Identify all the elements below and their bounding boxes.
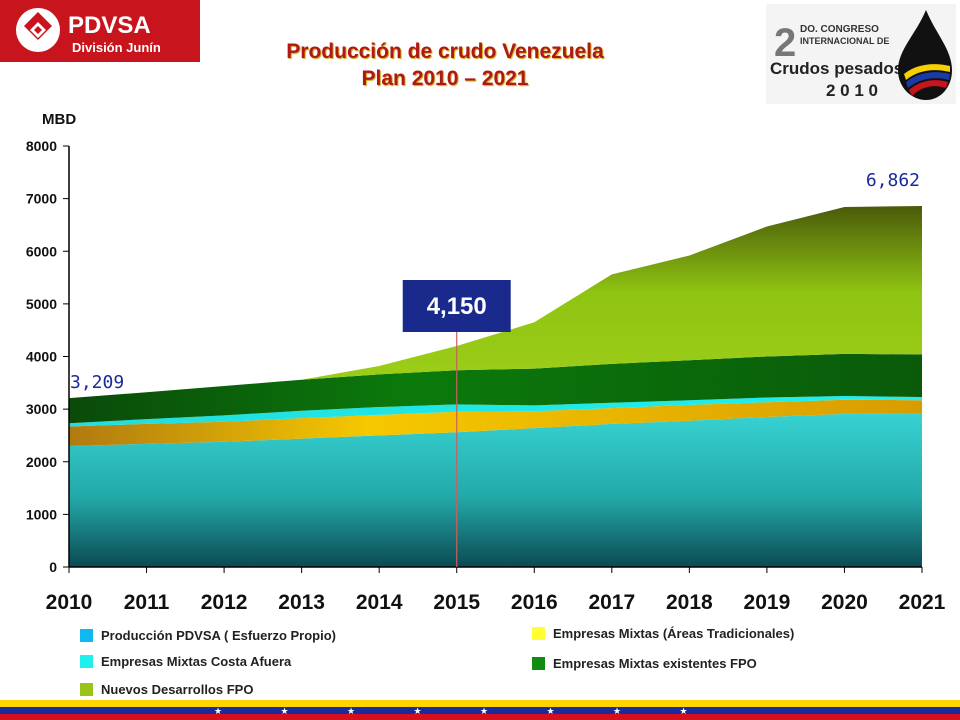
congress-number: 2 [774, 21, 796, 65]
flag-star-icon: ★ [480, 707, 488, 717]
legend-item-pdvsa: Producción PDVSA ( Esfuerzo Propio) [80, 628, 336, 643]
x-tick-label: 2021 [899, 591, 946, 614]
area-pdvsa [69, 413, 922, 567]
flag-star-icon: ★ [347, 707, 355, 717]
legend-label: Empresas Mixtas existentes FPO [553, 656, 757, 671]
legend-label: Producción PDVSA ( Esfuerzo Propio) [101, 628, 336, 643]
annotation-end-total: 6,862 [866, 170, 920, 191]
x-tick-label: 2013 [278, 591, 325, 614]
flag-star-icon: ★ [413, 707, 421, 717]
production-chart: MBD 0 1000 2000 3000 4000 5000 6000 7000 8000 201… [26, 111, 946, 614]
x-tick-label: 2015 [433, 591, 480, 614]
legend-label: Empresas Mixtas Costa Afuera [101, 654, 292, 669]
x-tick-label: 2014 [356, 591, 403, 614]
annotation-box-2015 [402, 280, 511, 332]
legend-item-tradicionales: Empresas Mixtas (Áreas Tradicionales) [532, 626, 794, 641]
pdvsa-sun-icon [16, 8, 60, 52]
chart-title-line2: Plan 2010 – 2021 [361, 67, 529, 90]
flag-star-icon: ★ [679, 707, 687, 717]
x-tick-label: 2020 [821, 591, 868, 614]
congress-logo: 2 DO. CONGRESO INTERNACIONAL DE Crudos p… [766, 4, 956, 104]
y-tick-label: 0 [49, 559, 57, 575]
legend-item-nuevos-fpo: Nuevos Desarrollos FPO [80, 682, 253, 697]
y-axis-label: MBD [42, 111, 76, 128]
flag-star-icon: ★ [613, 707, 621, 717]
x-tick-label: 2016 [511, 591, 558, 614]
x-tick-label: 2017 [588, 591, 635, 614]
y-tick-label: 5000 [26, 296, 57, 312]
venezuela-flag-strip: ★ ★ ★ ★ ★ ★ ★ ★ [0, 700, 960, 720]
y-tick-label: 4000 [26, 349, 57, 365]
tick-labels-group: 0 1000 2000 3000 4000 5000 6000 7000 8000 2010 201… [26, 138, 946, 614]
y-tick-label: 8000 [26, 138, 57, 154]
congress-line2: INTERNACIONAL DE [800, 36, 889, 46]
flag-stars-group: ★ ★ ★ ★ ★ ★ ★ ★ [214, 707, 688, 717]
pdvsa-logo: PDVSA División Junín [0, 0, 200, 62]
congress-line1: DO. CONGRESO [800, 24, 879, 35]
x-tick-label: 2011 [124, 591, 170, 614]
congress-year: 2 0 1 0 [826, 81, 878, 100]
area-tradicionales [69, 399, 922, 446]
y-tick-label: 2000 [26, 454, 57, 470]
oil-drop-icon [898, 10, 952, 100]
annotations-group: 3,209 6,862 4,150 [70, 170, 920, 567]
congress-line3: Crudos pesados [770, 59, 903, 78]
y-tick-label: 1000 [26, 506, 57, 522]
legend-item-costa-afuera: Empresas Mixtas Costa Afuera [80, 654, 291, 669]
annotation-label-2015: 4,150 [427, 293, 487, 320]
legend-swatch [80, 629, 93, 642]
logo-division: División Junín [72, 40, 161, 55]
x-tick-label: 2018 [666, 591, 713, 614]
y-tick-label: 7000 [26, 191, 57, 207]
y-tick-label: 3000 [26, 401, 57, 417]
x-tick-label: 2010 [46, 591, 93, 614]
area-costa-afuera [69, 396, 922, 427]
legend-label: Nuevos Desarrollos FPO [101, 682, 254, 697]
y-tick-label: 6000 [26, 243, 57, 259]
x-tick-label: 2019 [744, 591, 791, 614]
area-existentes-fpo [69, 353, 922, 424]
legend-label: Empresas Mixtas (Áreas Tradicionales) [553, 626, 795, 641]
legend-swatch [80, 683, 93, 696]
flag-star-icon: ★ [546, 707, 554, 717]
annotation-start-total: 3,209 [70, 372, 124, 393]
area-series-group [69, 206, 922, 567]
legend-swatch [80, 655, 93, 668]
logo-brand: PDVSA [68, 12, 151, 39]
area-nuevos-fpo [69, 206, 922, 399]
legend-swatch [532, 657, 545, 670]
legend-swatch [532, 627, 545, 640]
x-tick-label: 2012 [201, 591, 248, 614]
flag-star-icon: ★ [280, 707, 288, 717]
chart-title-line1: Producción de crudo Venezuela [286, 40, 604, 63]
flag-star-icon: ★ [214, 707, 222, 717]
legend-item-existentes-fpo: Empresas Mixtas existentes FPO [532, 656, 757, 671]
